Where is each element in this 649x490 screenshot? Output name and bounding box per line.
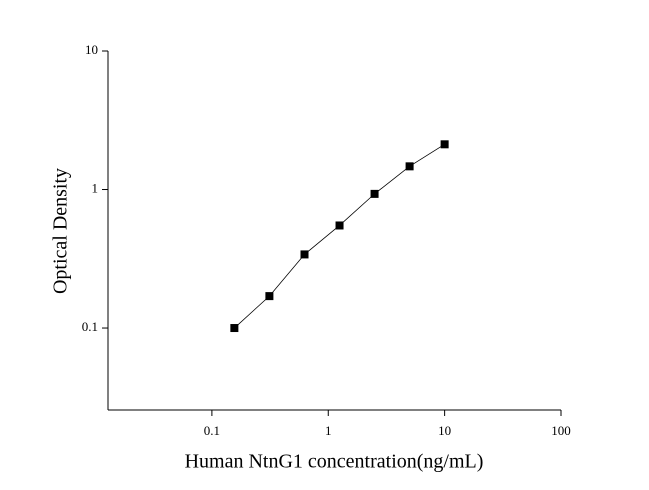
marker bbox=[265, 292, 274, 301]
curve bbox=[234, 143, 445, 329]
x-axis-title: Human NtnG1 concentration(ng/mL) bbox=[185, 451, 484, 473]
marker bbox=[335, 221, 344, 230]
x-tick-label: 1 bbox=[325, 423, 332, 438]
y-tick-label: 10 bbox=[85, 42, 98, 57]
marker bbox=[440, 140, 449, 149]
marker bbox=[370, 189, 379, 198]
x-tick-label: 100 bbox=[551, 423, 571, 438]
y-tick-label: 0.1 bbox=[82, 319, 98, 334]
y-tick-label: 1 bbox=[92, 181, 99, 196]
marker bbox=[300, 250, 309, 259]
x-tick-label: 0.1 bbox=[204, 423, 220, 438]
x-tick-label: 10 bbox=[438, 423, 451, 438]
y-axis-title: Optical Density bbox=[50, 168, 72, 294]
marker bbox=[230, 324, 239, 333]
marker bbox=[405, 162, 414, 171]
